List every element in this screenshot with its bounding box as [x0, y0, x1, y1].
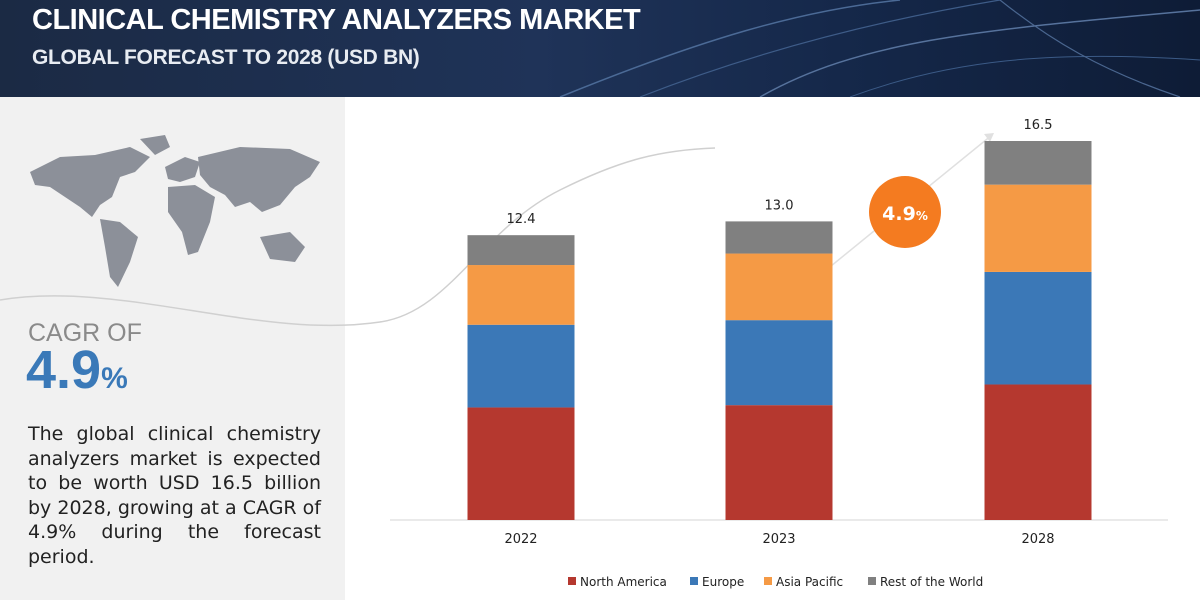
header: CLINICAL CHEMISTRY ANALYZERS MARKET GLOB…	[0, 0, 1200, 97]
total-label: 12.4	[507, 212, 536, 227]
africa	[168, 185, 215, 255]
decor-line	[559, 0, 901, 97]
x-tick-label: 2028	[1021, 532, 1054, 547]
bar-segment	[467, 407, 575, 520]
legend-swatch	[764, 577, 772, 585]
decor-line	[759, 9, 1200, 97]
bar-segment	[725, 253, 833, 321]
title: CLINICAL CHEMISTRY ANALYZERS MARKET	[32, 4, 641, 36]
total-label: 13.0	[765, 198, 794, 213]
decor-line	[639, 0, 1001, 97]
trend-arrow	[819, 134, 993, 276]
legend-label: Europe	[702, 575, 744, 589]
bar-segment	[467, 235, 575, 266]
bar-segment	[984, 141, 1092, 185]
bar-segment	[984, 384, 1092, 520]
bar-segment	[725, 320, 833, 406]
cagr-number: 4.9	[26, 340, 102, 400]
decor-line	[999, 0, 1181, 97]
world-map	[30, 135, 320, 287]
header-decoration	[559, 0, 1200, 97]
sidebar: CAGR OF 4.9% The global clinical chemist…	[0, 97, 345, 600]
cagr-bubble-unit: %	[916, 209, 928, 223]
subtitle: GLOBAL FORECAST TO 2028 (USD BN)	[32, 46, 420, 69]
cagr-bubble	[869, 176, 941, 248]
x-tick-label: 2022	[504, 532, 537, 547]
legend-swatch	[690, 577, 698, 585]
south-america	[100, 219, 138, 287]
asia	[198, 147, 320, 212]
legend-swatch	[568, 577, 576, 585]
cagr-bubble-label: 4.9%	[882, 203, 928, 225]
description: The global clinical chemistry analyzers …	[28, 423, 321, 568]
decor-line	[849, 55, 1200, 97]
europe	[165, 157, 200, 182]
cagr-value: 4.9%	[26, 339, 128, 401]
x-tick-label: 2023	[762, 532, 795, 547]
trend-arrowhead	[984, 133, 994, 142]
bar-segment	[725, 221, 833, 254]
bar-segment	[984, 184, 1092, 272]
bar-segment	[725, 405, 833, 520]
legend-label: North America	[580, 575, 667, 589]
bar-segment	[467, 324, 575, 408]
north-america	[30, 147, 150, 217]
cagr-bubble-value: 4.9	[882, 203, 916, 225]
bar-segment	[467, 265, 575, 325]
total-label: 16.5	[1024, 118, 1053, 133]
bar-segment	[984, 271, 1092, 385]
cagr-unit: %	[101, 362, 128, 395]
legend-label: Asia Pacific	[776, 575, 843, 589]
legend-swatch	[868, 577, 876, 585]
greenland	[140, 135, 170, 155]
legend-label: Rest of the World	[880, 575, 983, 589]
australia	[260, 232, 305, 262]
